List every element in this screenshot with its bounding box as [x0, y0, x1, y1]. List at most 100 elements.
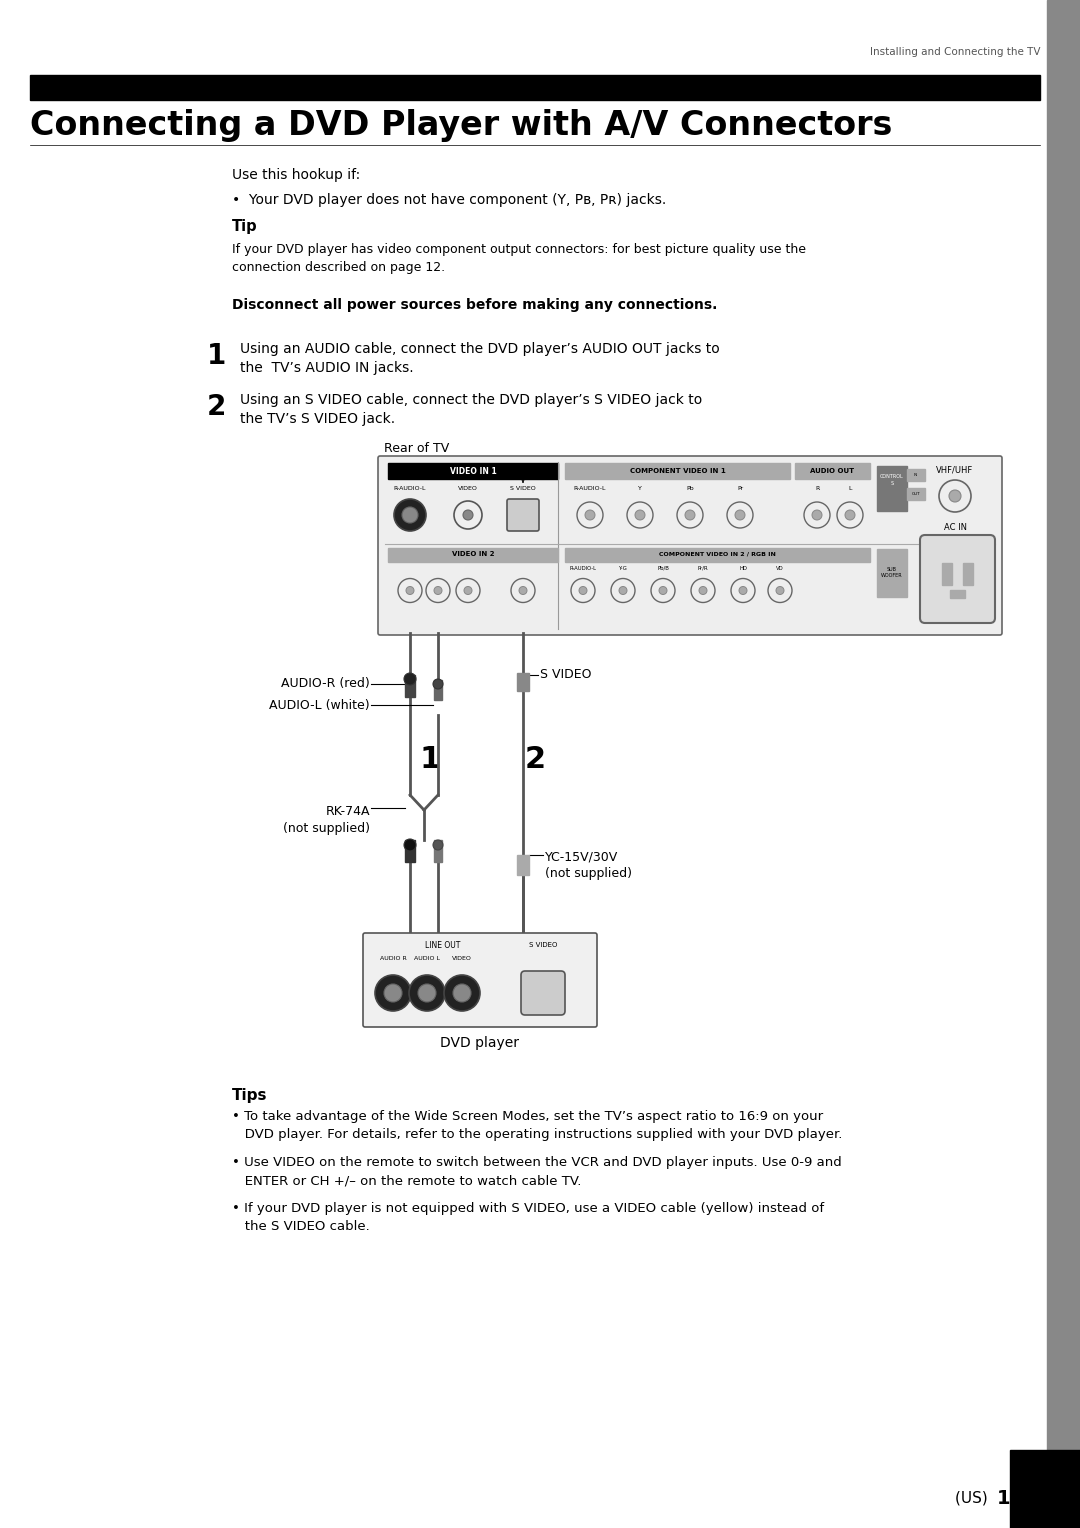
Circle shape: [464, 587, 472, 594]
FancyBboxPatch shape: [920, 535, 995, 623]
Circle shape: [444, 975, 480, 1012]
Text: YC-15V/30V
(not supplied): YC-15V/30V (not supplied): [545, 850, 632, 880]
Bar: [1047, 0, 1080, 1528]
Bar: [434, 840, 442, 862]
Text: 1: 1: [207, 342, 226, 370]
Text: Pr/R: Pr/R: [698, 565, 708, 571]
Circle shape: [619, 587, 627, 594]
Text: Y-G: Y-G: [619, 565, 627, 571]
Circle shape: [404, 672, 416, 685]
Circle shape: [402, 507, 418, 523]
Text: AUDIO R: AUDIO R: [380, 955, 406, 961]
Circle shape: [845, 510, 855, 520]
FancyBboxPatch shape: [363, 934, 597, 1027]
Circle shape: [418, 984, 436, 1002]
Text: •  Your DVD player does not have component (Y, Pʙ, Pʀ) jacks.: • Your DVD player does not have componen…: [232, 193, 666, 206]
Bar: [963, 562, 973, 585]
FancyBboxPatch shape: [521, 970, 565, 1015]
Bar: [405, 840, 415, 862]
Bar: [405, 675, 415, 697]
Circle shape: [394, 500, 426, 532]
Text: VIDEO: VIDEO: [458, 486, 478, 492]
Text: RK-74A
(not supplied): RK-74A (not supplied): [283, 805, 370, 834]
Circle shape: [739, 587, 747, 594]
Text: Disconnect all power sources before making any connections.: Disconnect all power sources before maki…: [232, 298, 717, 312]
Circle shape: [434, 587, 442, 594]
Text: S VIDEO: S VIDEO: [540, 669, 592, 681]
Text: AUDIO L: AUDIO L: [414, 955, 440, 961]
Text: S VIDEO: S VIDEO: [510, 486, 536, 492]
Circle shape: [685, 510, 696, 520]
Circle shape: [699, 587, 707, 594]
Bar: [907, 487, 924, 500]
Circle shape: [406, 587, 414, 594]
Text: • To take advantage of the Wide Screen Modes, set the TV’s aspect ratio to 16:9 : • To take advantage of the Wide Screen M…: [232, 1109, 842, 1141]
Text: SUB
WOOFER: SUB WOOFER: [881, 567, 903, 578]
Text: DVD player: DVD player: [441, 1036, 519, 1050]
Text: Installing and Connecting the TV: Installing and Connecting the TV: [869, 47, 1040, 57]
Text: Pb: Pb: [686, 486, 693, 492]
Text: R-AUDIO-L: R-AUDIO-L: [394, 486, 427, 492]
Text: VIDEO IN 1: VIDEO IN 1: [449, 466, 497, 475]
Bar: [30, 75, 1040, 99]
Text: 2: 2: [525, 746, 545, 775]
Bar: [877, 466, 907, 510]
Text: CONTROL
S: CONTROL S: [880, 474, 904, 486]
Text: 1: 1: [419, 746, 441, 775]
Text: • If your DVD player is not equipped with S VIDEO, use a VIDEO cable (yellow) in: • If your DVD player is not equipped wit…: [232, 1203, 824, 1233]
Text: R: R: [815, 486, 819, 492]
Text: (US): (US): [956, 1490, 993, 1505]
Circle shape: [949, 490, 961, 503]
Text: Tip: Tip: [232, 219, 258, 234]
Text: Pr: Pr: [737, 486, 743, 492]
Text: Use this hookup if:: Use this hookup if:: [232, 168, 361, 182]
Circle shape: [735, 510, 745, 520]
Circle shape: [404, 839, 416, 851]
Bar: [388, 547, 558, 561]
Circle shape: [635, 510, 645, 520]
Bar: [907, 469, 924, 481]
Bar: [517, 672, 529, 691]
Text: VIDEO: VIDEO: [453, 955, 472, 961]
Text: R-AUDIO-L: R-AUDIO-L: [569, 565, 596, 571]
Bar: [877, 549, 907, 596]
Text: COMPONENT VIDEO IN 1: COMPONENT VIDEO IN 1: [630, 468, 726, 474]
Bar: [434, 680, 442, 700]
Text: AC IN: AC IN: [944, 524, 967, 532]
Text: COMPONENT VIDEO IN 2 / RGB IN: COMPONENT VIDEO IN 2 / RGB IN: [659, 552, 775, 558]
FancyBboxPatch shape: [507, 500, 539, 532]
Circle shape: [453, 984, 471, 1002]
Text: • Use VIDEO on the remote to switch between the VCR and DVD player inputs. Use 0: • Use VIDEO on the remote to switch betw…: [232, 1157, 841, 1187]
Text: AUDIO-R (red): AUDIO-R (red): [281, 677, 370, 691]
Bar: [795, 463, 870, 478]
Text: 2: 2: [207, 393, 227, 422]
Bar: [942, 562, 951, 585]
Text: Pb/B: Pb/B: [657, 565, 669, 571]
Text: Connecting a DVD Player with A/V Connectors: Connecting a DVD Player with A/V Connect…: [30, 108, 892, 142]
Bar: [1010, 1450, 1080, 1528]
Text: Y: Y: [638, 486, 642, 492]
Text: Using an AUDIO cable, connect the DVD player’s AUDIO OUT jacks to
the  TV’s AUDI: Using an AUDIO cable, connect the DVD pl…: [240, 342, 719, 374]
Circle shape: [433, 840, 443, 850]
Text: L: L: [848, 486, 852, 492]
Text: S VIDEO: S VIDEO: [529, 941, 557, 947]
Circle shape: [585, 510, 595, 520]
Circle shape: [659, 587, 667, 594]
Text: VD: VD: [777, 565, 784, 571]
Circle shape: [812, 510, 822, 520]
Bar: [950, 590, 966, 597]
Text: HD: HD: [739, 565, 747, 571]
Bar: [565, 547, 870, 561]
Text: 13: 13: [997, 1488, 1024, 1508]
Text: Using an S VIDEO cable, connect the DVD player’s S VIDEO jack to
the TV’s S VIDE: Using an S VIDEO cable, connect the DVD …: [240, 393, 702, 426]
Text: Tips: Tips: [232, 1088, 268, 1103]
Circle shape: [777, 587, 784, 594]
Text: LINE OUT: LINE OUT: [426, 941, 460, 949]
Circle shape: [519, 587, 527, 594]
Text: If your DVD player has video component output connectors: for best picture quali: If your DVD player has video component o…: [232, 243, 806, 274]
Text: VHF/UHF: VHF/UHF: [936, 466, 974, 475]
Text: VIDEO IN 2: VIDEO IN 2: [451, 552, 495, 558]
Text: Rear of TV: Rear of TV: [384, 442, 449, 454]
Circle shape: [463, 510, 473, 520]
Text: OUT: OUT: [912, 492, 920, 497]
